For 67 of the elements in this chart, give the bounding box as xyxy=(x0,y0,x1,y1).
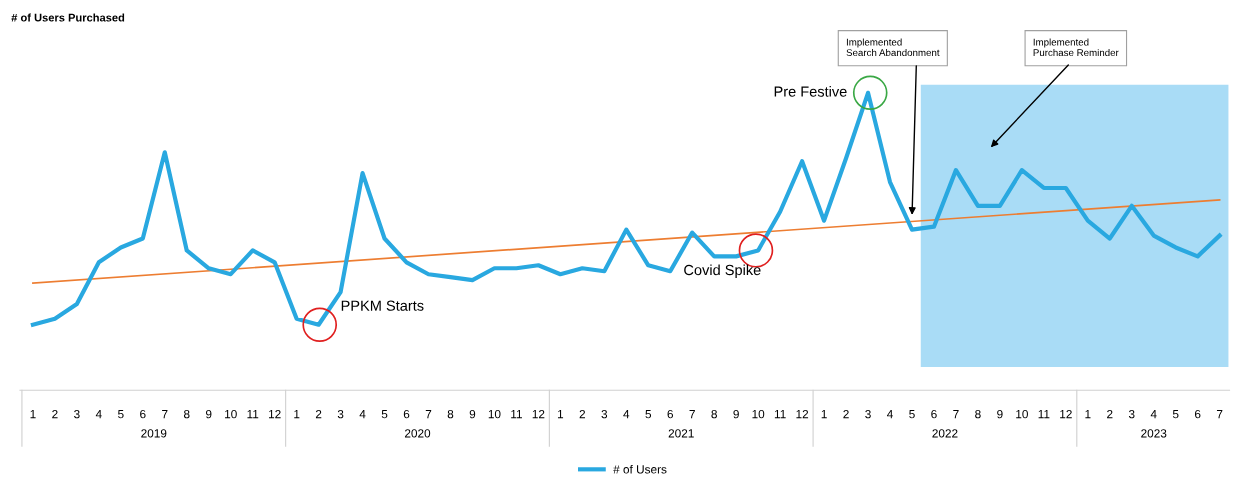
x-tick-label: 8 xyxy=(183,409,190,419)
x-tick-label: 7 xyxy=(689,410,695,419)
x-tick-label: 1 xyxy=(294,410,300,419)
x-tick-label: 10 xyxy=(752,409,765,419)
x-tick-label: 1 xyxy=(30,410,36,419)
x-tick-label: 3 xyxy=(1128,409,1135,419)
x-tick-label: 5 xyxy=(1172,410,1179,419)
text: 2022 xyxy=(932,429,958,438)
x-tick-label: 3 xyxy=(601,409,608,419)
x-tick-label: 4 xyxy=(95,410,102,419)
x-tick-label: 6 xyxy=(403,409,410,419)
x-tick-label: 9 xyxy=(206,409,212,419)
x-tick-label: 8 xyxy=(975,409,981,419)
x-tick-label: 5 xyxy=(909,410,915,419)
x-tick-label: 2 xyxy=(579,409,586,419)
x-tick-label: 7 xyxy=(953,410,959,419)
x-tick-label: 10 xyxy=(1016,409,1028,419)
x-tick-label: 3 xyxy=(74,409,80,419)
x-tick-label: 11 xyxy=(511,410,522,419)
x-tick-label: 7 xyxy=(1216,410,1223,419)
x-tick-label: 6 xyxy=(667,409,673,419)
x-tick-label: 2 xyxy=(843,409,849,419)
annotation: PPKM Starts xyxy=(341,300,424,311)
x-tick-label: 8 xyxy=(447,409,454,419)
x-tick-label: 3 xyxy=(865,409,871,419)
x-tick-label: 6 xyxy=(1194,409,1201,419)
x-tick-label: 12 xyxy=(532,409,545,419)
x-tick-label: 2 xyxy=(52,409,58,419)
x-tick-label: 12 xyxy=(796,409,809,419)
x-tick-label: 9 xyxy=(469,409,476,419)
x-tick-label: 2 xyxy=(1107,409,1113,419)
x-tick-label: 9 xyxy=(733,409,739,419)
x-tick-label: 11 xyxy=(247,410,259,419)
x-tick-label: 4 xyxy=(359,410,366,419)
x-tick-label: 12 xyxy=(269,409,281,419)
legend-label: # of Users xyxy=(613,464,667,474)
text: Implemented Search Abandonment xyxy=(846,38,940,57)
x-tick-label: 2 xyxy=(315,409,322,419)
x-tick-label: 1 xyxy=(557,410,564,419)
x-tick-label: 1 xyxy=(821,410,827,419)
text: Implemented Purchase Reminder xyxy=(1033,38,1119,57)
x-tick-label: 5 xyxy=(381,410,388,419)
x-tick-label: 5 xyxy=(118,410,124,419)
text: 2019 xyxy=(141,429,167,438)
x-tick-label: 9 xyxy=(997,409,1003,419)
annotation: Covid Spike xyxy=(684,264,761,279)
x-tick-label: 6 xyxy=(931,409,937,419)
x-tick-label: 4 xyxy=(623,410,630,419)
x-tick-label: 4 xyxy=(886,410,893,419)
x-tick-label: 1 xyxy=(1085,410,1091,419)
x-tick-label: 8 xyxy=(711,409,717,419)
x-tick-label: 10 xyxy=(488,409,501,419)
x-tick-label: 6 xyxy=(140,409,146,419)
x-tick-label: 11 xyxy=(774,410,786,419)
x-tick-label: 11 xyxy=(1038,410,1050,419)
x-tick-label: 3 xyxy=(337,409,344,419)
x-tick-label: 10 xyxy=(225,409,237,419)
chart-title: # of Users Purchased xyxy=(11,13,125,22)
text: 2020 xyxy=(404,429,431,438)
text: 2021 xyxy=(668,429,694,438)
annotation: Pre Festive xyxy=(774,86,847,97)
text: 2023 xyxy=(1141,429,1167,438)
x-tick-label: 12 xyxy=(1060,409,1072,419)
x-tick-label: 5 xyxy=(645,410,652,419)
x-tick-label: 4 xyxy=(1150,410,1157,419)
x-tick-label: 7 xyxy=(425,410,432,419)
x-tick-label: 7 xyxy=(162,410,168,419)
